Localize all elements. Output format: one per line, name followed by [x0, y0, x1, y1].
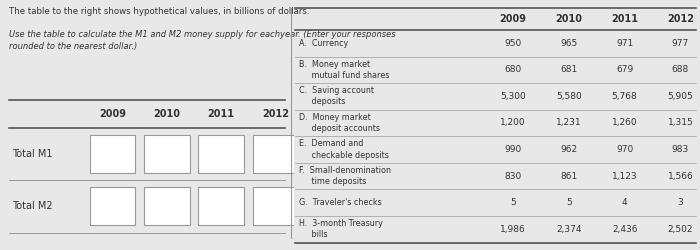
Text: 5,580: 5,580 [556, 92, 582, 101]
Text: Use the table to calculate the M1 and M2 money supply for each​year. (Enter your: Use the table to calculate the M1 and M2… [9, 30, 396, 52]
Text: 962: 962 [560, 145, 577, 154]
Text: 990: 990 [505, 145, 522, 154]
Text: H.  3-month Treasury
     bills: H. 3-month Treasury bills [300, 219, 384, 239]
Bar [90, 187, 135, 225]
Text: 679: 679 [616, 65, 634, 74]
Text: 3: 3 [678, 198, 683, 207]
Bar [199, 187, 244, 225]
Text: 1,260: 1,260 [612, 118, 638, 128]
Text: 2011: 2011 [208, 109, 234, 119]
Text: 977: 977 [672, 39, 689, 48]
Text: 5,905: 5,905 [668, 92, 693, 101]
Text: 1,123: 1,123 [612, 172, 638, 180]
Text: 2012: 2012 [667, 14, 694, 24]
Text: 5: 5 [566, 198, 572, 207]
Text: B.  Money market
     mutual fund shares: B. Money market mutual fund shares [300, 60, 390, 80]
Text: 5,300: 5,300 [500, 92, 526, 101]
Text: 2009: 2009 [500, 14, 526, 24]
Text: 688: 688 [672, 65, 689, 74]
Text: 680: 680 [505, 65, 522, 74]
Bar [144, 135, 190, 173]
Bar [144, 187, 190, 225]
Text: 830: 830 [505, 172, 522, 180]
Bar [199, 135, 244, 173]
Text: F.  Small-denomination
     time deposits: F. Small-denomination time deposits [300, 166, 391, 186]
Text: 1,566: 1,566 [668, 172, 693, 180]
Text: 2,502: 2,502 [668, 225, 693, 234]
Text: 971: 971 [616, 39, 634, 48]
Text: Total M2: Total M2 [12, 201, 52, 211]
Text: G.  Traveler's checks: G. Traveler's checks [300, 198, 382, 207]
Text: 861: 861 [560, 172, 577, 180]
Text: E.  Demand and
     checkable deposits: E. Demand and checkable deposits [300, 140, 389, 160]
Bar [90, 135, 135, 173]
Text: 965: 965 [560, 39, 577, 48]
Text: 1,200: 1,200 [500, 118, 526, 128]
Text: 950: 950 [505, 39, 522, 48]
Text: 1,315: 1,315 [668, 118, 693, 128]
Text: 2012: 2012 [262, 109, 289, 119]
Text: 5,768: 5,768 [612, 92, 638, 101]
Bar [253, 135, 298, 173]
Text: 2,374: 2,374 [556, 225, 582, 234]
Text: A.  Currency: A. Currency [300, 39, 349, 48]
Text: 5: 5 [510, 198, 516, 207]
Text: 2009: 2009 [99, 109, 126, 119]
Text: The table to the right shows hypothetical values, in billions of dollars.: The table to the right shows hypothetica… [9, 8, 309, 16]
Text: 2,436: 2,436 [612, 225, 638, 234]
Text: 983: 983 [672, 145, 689, 154]
Text: 681: 681 [560, 65, 577, 74]
Text: 2010: 2010 [555, 14, 582, 24]
Bar [253, 187, 298, 225]
Text: 1,986: 1,986 [500, 225, 526, 234]
Text: C.  Saving account
     deposits: C. Saving account deposits [300, 86, 374, 106]
Text: 1,231: 1,231 [556, 118, 582, 128]
Text: Total M1: Total M1 [12, 149, 52, 159]
Text: 2010: 2010 [153, 109, 181, 119]
Text: D.  Money market
     deposit accounts: D. Money market deposit accounts [300, 113, 380, 133]
Text: 4: 4 [622, 198, 627, 207]
Text: 970: 970 [616, 145, 634, 154]
Text: 2011: 2011 [611, 14, 638, 24]
